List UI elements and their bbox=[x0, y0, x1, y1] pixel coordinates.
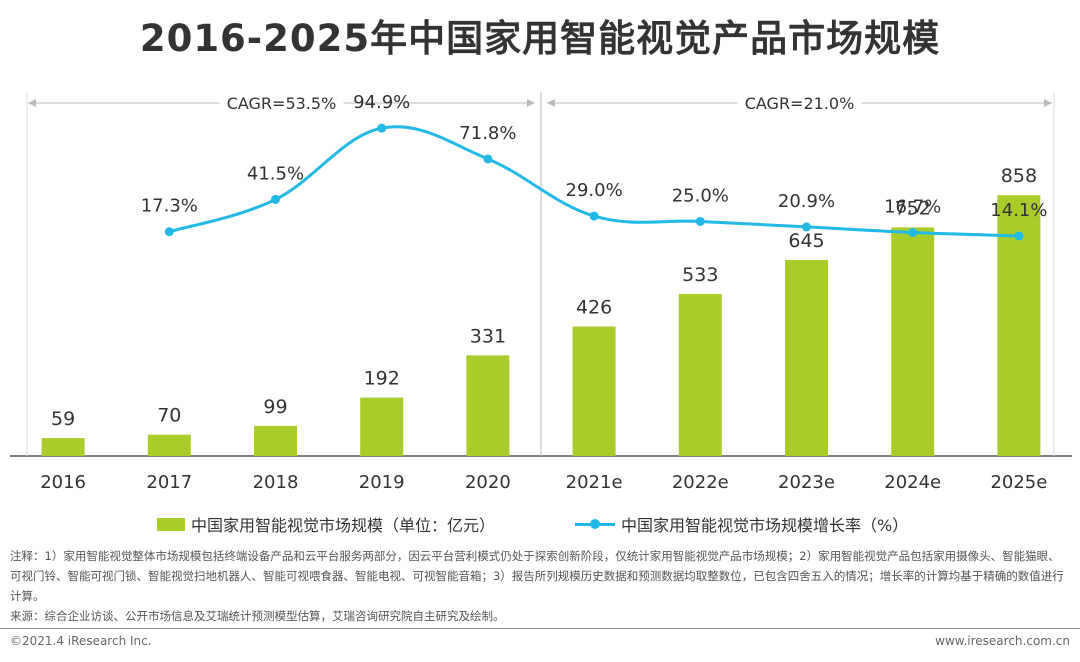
bar-label-2025e: 858 bbox=[1001, 165, 1037, 187]
bar-label-2022e: 533 bbox=[682, 264, 718, 286]
legend-item-bar: 中国家用智能视觉市场规模（单位：亿元） bbox=[157, 512, 495, 536]
x-tick-label-2025e: 2025e bbox=[990, 472, 1047, 493]
bar-label-2019: 192 bbox=[364, 368, 400, 390]
footer-copyright: ©2021.4 iResearch Inc. bbox=[10, 634, 152, 648]
legend-bar-label: 中国家用智能视觉市场规模（单位：亿元） bbox=[191, 516, 496, 535]
footer-divider bbox=[0, 628, 1080, 629]
bar-2019 bbox=[360, 397, 404, 456]
bar-label-2023e: 645 bbox=[788, 230, 824, 252]
growth-point-2017 bbox=[164, 227, 174, 237]
legend-line-swatch bbox=[575, 518, 615, 531]
cagr-arrow-left-0 bbox=[28, 99, 36, 107]
cagr-label-0: CAGR=53.5% bbox=[227, 94, 337, 113]
cagr-label-1: CAGR=21.0% bbox=[745, 94, 855, 113]
bar-2024e bbox=[891, 227, 935, 456]
x-tick-label-2023e: 2023e bbox=[778, 472, 835, 493]
chart-source: 来源：综合企业访谈、公开市场信息及艾瑞统计预测模型估算，艾瑞咨询研究院自主研究及… bbox=[10, 609, 505, 623]
growth-label-2023e: 20.9% bbox=[778, 191, 835, 212]
growth-label-2021e: 29.0% bbox=[566, 180, 623, 201]
growth-label-2022e: 25.0% bbox=[672, 185, 729, 206]
bar-label-2020: 331 bbox=[470, 325, 506, 347]
chart-note: 注释：1）家用智能视觉整体市场规模包括终端设备产品和云平台服务两部分，因云平台营… bbox=[10, 549, 1064, 603]
bar-2021e bbox=[572, 326, 616, 456]
growth-point-2025e bbox=[1014, 231, 1024, 241]
legend-item-line: 中国家用智能视觉市场规模增长率（%） bbox=[575, 512, 908, 536]
chart-title: 2016-2025年中国家用智能视觉产品市场规模 bbox=[139, 17, 941, 60]
growth-point-2018 bbox=[271, 194, 280, 204]
growth-label-2018: 41.5% bbox=[247, 163, 304, 184]
growth-point-2020 bbox=[483, 154, 493, 164]
growth-point-2019 bbox=[377, 123, 387, 133]
bar-label-2016: 59 bbox=[51, 408, 75, 430]
bar-2023e bbox=[785, 259, 828, 456]
bar-label-2018: 99 bbox=[263, 396, 287, 418]
x-tick-label-2017: 2017 bbox=[146, 472, 192, 493]
growth-label-2024e: 16.7% bbox=[884, 197, 941, 218]
growth-point-2022e bbox=[695, 216, 705, 226]
bar-2017 bbox=[147, 434, 191, 456]
legend-bar-swatch bbox=[157, 517, 185, 531]
x-tick-label-2022e: 2022e bbox=[672, 472, 729, 493]
x-tick-label-2020: 2020 bbox=[465, 472, 511, 493]
x-tick-label-2021e: 2021e bbox=[566, 472, 623, 493]
legend-line-label: 中国家用智能视觉市场规模增长率（%） bbox=[621, 516, 909, 535]
cagr-arrow-right-0 bbox=[527, 99, 535, 107]
growth-label-2019: 94.9% bbox=[353, 92, 410, 113]
x-tick-label-2019: 2019 bbox=[359, 472, 405, 493]
bar-label-2021e: 426 bbox=[576, 296, 612, 318]
growth-label-2017: 17.3% bbox=[141, 196, 198, 217]
cagr-arrow-right-1 bbox=[1044, 99, 1052, 107]
growth-point-2021e bbox=[589, 211, 599, 221]
x-tick-label-2018: 2018 bbox=[253, 472, 299, 493]
growth-label-2020: 71.8% bbox=[459, 123, 516, 144]
x-tick-label-2024e: 2024e bbox=[884, 472, 941, 493]
bar-label-2017: 70 bbox=[157, 405, 181, 427]
bar-2022e bbox=[678, 293, 722, 456]
bar-2016 bbox=[41, 438, 85, 456]
bar-2020 bbox=[466, 355, 510, 456]
bar-2018 bbox=[254, 425, 297, 456]
footer-website: www.iresearch.com.cn bbox=[935, 634, 1070, 648]
chart-legend: 中国家用智能视觉市场规模（单位：亿元） 中国家用智能视觉市场规模增长率（%） bbox=[0, 512, 1080, 538]
cagr-arrow-left-1 bbox=[547, 99, 555, 107]
growth-point-2024e bbox=[908, 228, 918, 238]
growth-point-2023e bbox=[802, 222, 811, 232]
bar-label-2024e: 752 bbox=[895, 197, 931, 219]
growth-label-2025e: 14.1% bbox=[990, 200, 1047, 221]
x-tick-label-2016: 2016 bbox=[40, 472, 86, 493]
chart-canvas: CAGR=53.5% CAGR=21.0% 59 2016 70 2017 99 2018 19… bbox=[10, 92, 1072, 493]
